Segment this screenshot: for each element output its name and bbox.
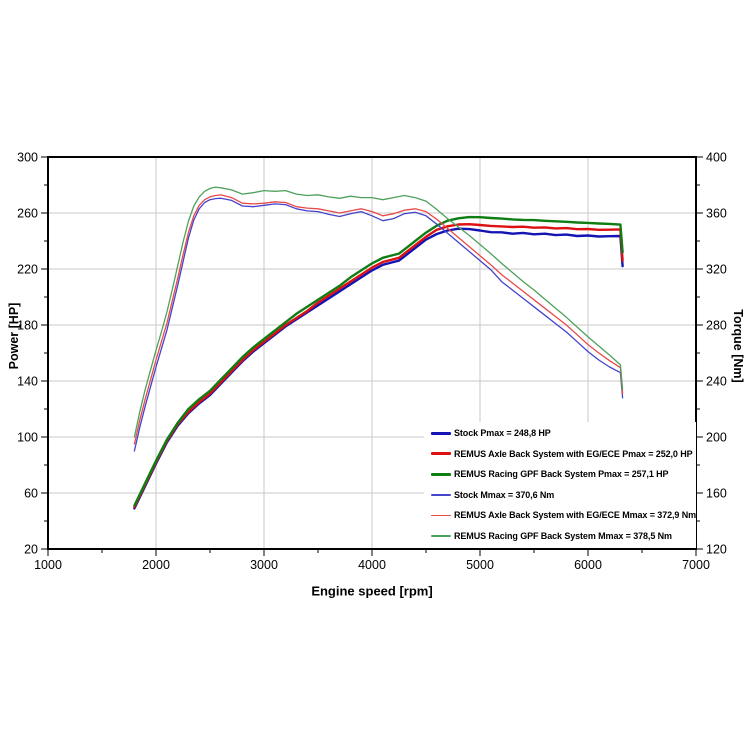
y-left-tick-label: 140 <box>17 375 38 389</box>
y-right-tick-label: 160 <box>706 487 727 501</box>
y-left-tick-label: 180 <box>17 319 38 333</box>
x-axis-title: Engine speed [rpm] <box>311 583 433 599</box>
series-line-power-1 <box>133 222 624 509</box>
legend-item: REMUS Axle Back System with EG/ECE Mmax … <box>424 507 696 523</box>
legend-label: REMUS Axle Back System with EG/ECE Pmax … <box>454 448 693 459</box>
y-left-tick-label: 260 <box>17 207 38 221</box>
y-left-tick-label: 60 <box>24 487 38 501</box>
series-line-torque-4 <box>133 194 624 445</box>
legend-line-sample <box>431 514 451 517</box>
legend-label: Stock Pmax = 248,8 HP <box>454 428 551 438</box>
legend-item: Stock Mmax = 370,6 Nm <box>424 487 696 503</box>
legend-label: REMUS Racing GPF Back System Mmax = 378,… <box>454 530 672 541</box>
y-right-tick-label: 320 <box>706 263 727 277</box>
series-line-power-2 <box>133 215 624 507</box>
legend-line-sample <box>431 472 451 476</box>
legend-label: Stock Mmax = 370,6 Nm <box>454 489 555 500</box>
legend-label: REMUS Racing GPF Back System Pmax = 257,… <box>454 469 669 480</box>
y-right-tick-label: 360 <box>706 207 727 221</box>
legend-label: REMUS Axle Back System with EG/ECE Mmax … <box>454 510 697 521</box>
x-tick-label: 1000 <box>34 558 62 572</box>
y-right-tick-label: 200 <box>706 431 727 445</box>
y-left-tick-label: 300 <box>17 151 38 165</box>
y-right-tick-label: 280 <box>706 319 727 333</box>
y-left-tick-label: 20 <box>24 543 38 557</box>
chart-legend: Stock Pmax = 248,8 HP REMUS Axle Back Sys… <box>424 422 696 548</box>
y-right-tick-label: 120 <box>706 543 727 557</box>
legend-item: REMUS Racing GPF Back System Pmax = 257,… <box>424 466 696 482</box>
x-tick-label: 6000 <box>574 558 602 572</box>
legend-line-sample <box>431 452 451 456</box>
x-tick-label: 2000 <box>142 558 170 572</box>
legend-item: Stock Pmax = 248,8 HP <box>424 425 696 441</box>
legend-line-sample <box>431 431 451 435</box>
y-axis-title-torque: Torque [Nm] <box>731 309 745 383</box>
series-line-torque-5 <box>133 186 624 438</box>
series-line-torque-3 <box>133 197 624 452</box>
y-left-tick-label: 220 <box>17 263 38 277</box>
x-tick-label: 7000 <box>682 558 710 572</box>
legend-item: REMUS Axle Back System with EG/ECE Pmax … <box>424 446 696 462</box>
legend-line-sample <box>431 494 451 496</box>
y-right-tick-label: 400 <box>706 151 727 165</box>
y-right-tick-label: 240 <box>706 375 727 389</box>
x-tick-label: 3000 <box>250 558 278 572</box>
x-tick-label: 5000 <box>466 558 494 572</box>
legend-line-sample <box>431 535 451 537</box>
y-axis-title-power: Power [HP] <box>7 302 21 370</box>
x-tick-label: 4000 <box>358 558 386 572</box>
plot-frame <box>47 156 697 550</box>
y-left-tick-label: 100 <box>17 431 38 445</box>
legend-item: REMUS Racing GPF Back System Mmax = 378,… <box>424 528 696 544</box>
